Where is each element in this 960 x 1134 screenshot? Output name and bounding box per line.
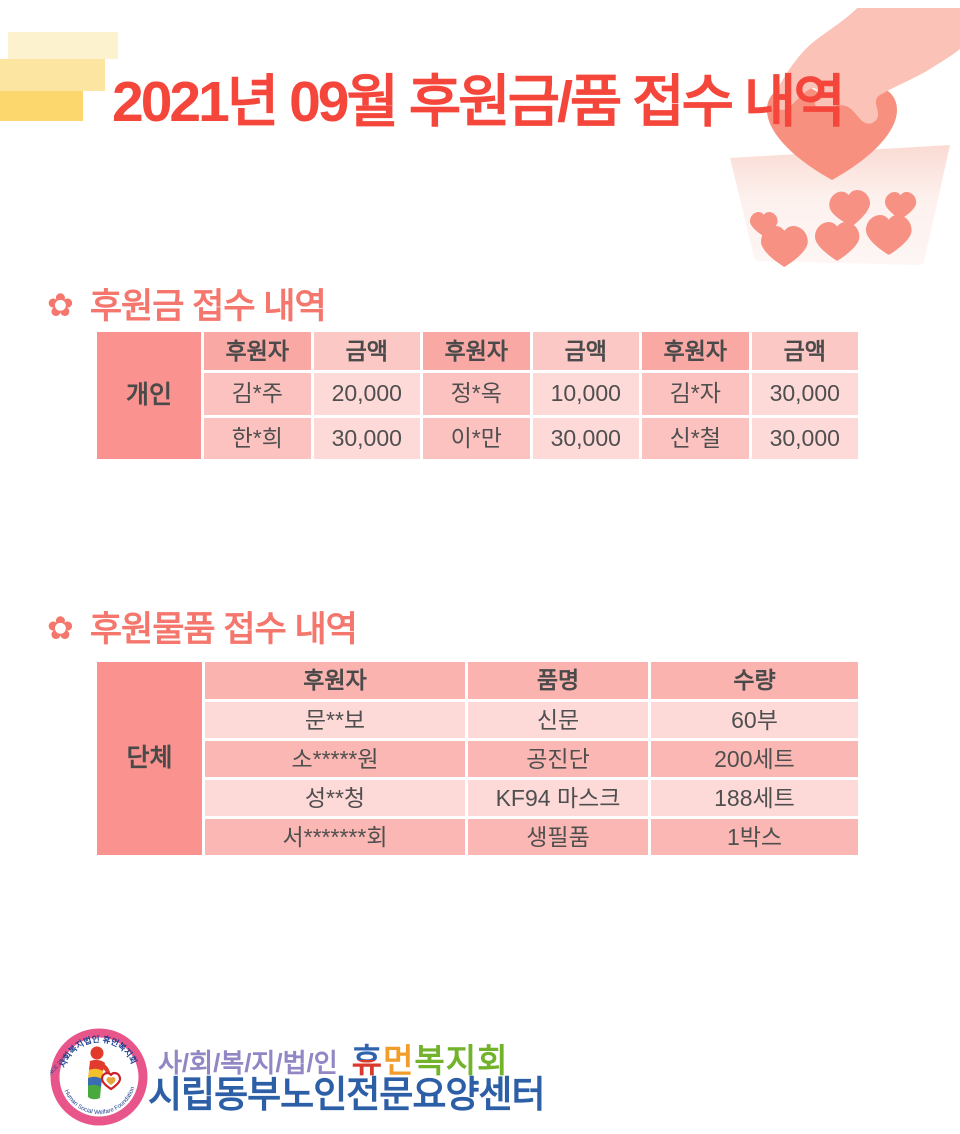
- column-header: 후원자: [205, 662, 465, 699]
- small-hearts: [750, 190, 917, 267]
- item-qty: 60부: [651, 702, 858, 738]
- item-name: KF94 마스크: [468, 780, 648, 816]
- donor-amount: 30,000: [313, 417, 420, 459]
- donor-name: 한*희: [204, 417, 311, 459]
- item-qty: 1박스: [651, 819, 858, 855]
- donor-name: 김*자: [642, 373, 749, 415]
- page-title: 2021년 09월 후원금/품 접수 내역: [112, 70, 846, 134]
- donor-amount: 20,000: [313, 373, 420, 415]
- goods-table-category: 단체: [97, 662, 202, 855]
- section-goods-heading: ✿ 후원물품 접수 내역: [47, 601, 358, 652]
- donor-amount: 10,000: [532, 373, 639, 415]
- section-money-heading: ✿ 후원금 접수 내역: [47, 278, 327, 329]
- donor-name: 신*철: [642, 417, 749, 459]
- organization-logo: 사회복지법인 휴먼복지회 Human Social Welfare Founda…: [48, 1026, 545, 1131]
- hand-donating-heart-illustration: [730, 8, 960, 267]
- yellow-bar-bottom: [0, 91, 83, 121]
- column-header: 후원자: [642, 332, 749, 370]
- organization-emblem-icon: 사회복지법인 휴먼복지회 Human Social Welfare Founda…: [50, 1028, 148, 1126]
- donor-name: 이*만: [423, 417, 530, 459]
- item-qty: 188세트: [651, 780, 858, 816]
- donor-amount: 30,000: [532, 417, 639, 459]
- column-header: 금액: [313, 332, 420, 370]
- hand: [774, 8, 960, 124]
- donor-name: 서*******회: [205, 819, 465, 855]
- column-header: 후원자: [423, 332, 530, 370]
- logo-top-line: 사/회/복/지/법/인 휴먼복지회: [158, 1034, 509, 1082]
- column-header: 품명: [468, 662, 648, 699]
- person-figure: [88, 1046, 110, 1100]
- item-name: 생필품: [468, 819, 648, 855]
- donor-amount: 30,000: [751, 373, 858, 415]
- money-table-category: 개인: [97, 332, 201, 459]
- donor-name: 성**청: [205, 780, 465, 816]
- logo-foundation-type: 사/회/복/지/법/인: [158, 1048, 338, 1078]
- column-header: 금액: [751, 332, 858, 370]
- item-qty: 200세트: [651, 741, 858, 777]
- donor-name: 정*옥: [423, 373, 530, 415]
- section-money-title: 후원금 접수 내역: [89, 287, 327, 326]
- held-heart: [100, 1071, 122, 1091]
- logo-brand-name: 휴먼복지회: [351, 1042, 509, 1079]
- logo-center-name: 시립동부노인전문요양센터: [148, 1074, 545, 1115]
- column-header: 후원자: [204, 332, 311, 370]
- flower-icon: ✿: [47, 609, 74, 646]
- item-name: 공진단: [468, 741, 648, 777]
- money-table: 개인 후원자 금액 후원자 금액 후원자 금액 김*주 20,000 정*옥 1…: [97, 332, 858, 459]
- donor-amount: 30,000: [751, 417, 858, 459]
- column-header: 금액: [532, 332, 639, 370]
- donor-name: 문**보: [205, 702, 465, 738]
- item-name: 신문: [468, 702, 648, 738]
- goods-table: 단체 후원자 품명 수량 문**보 신문 60부 소*****원 공진단 200…: [97, 662, 858, 855]
- donor-name: 김*주: [204, 373, 311, 415]
- yellow-bar-middle: [0, 59, 105, 91]
- yellow-bar-top: [8, 32, 118, 59]
- column-header: 수량: [651, 662, 858, 699]
- donor-name: 소*****원: [205, 741, 465, 777]
- flower-icon: ✿: [47, 286, 74, 323]
- section-goods-title: 후원물품 접수 내역: [89, 610, 358, 649]
